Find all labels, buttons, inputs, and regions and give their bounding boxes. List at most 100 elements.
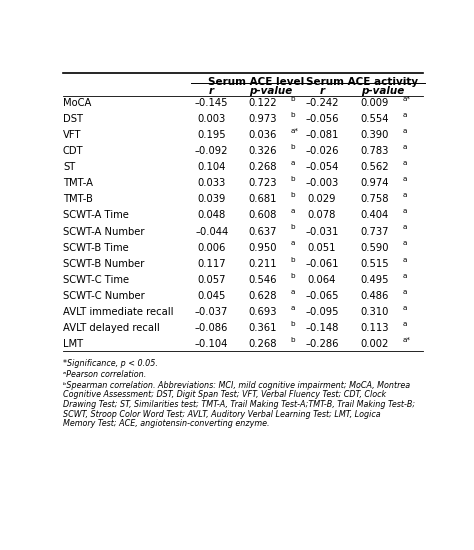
Text: a: a (291, 160, 295, 166)
Text: 0.974: 0.974 (360, 178, 389, 188)
Text: a: a (403, 305, 407, 311)
Text: 0.039: 0.039 (198, 194, 226, 204)
Text: 0.009: 0.009 (360, 98, 389, 108)
Text: 0.486: 0.486 (360, 291, 389, 301)
Text: a: a (403, 112, 407, 118)
Text: 0.268: 0.268 (248, 339, 277, 349)
Text: 0.681: 0.681 (248, 194, 277, 204)
Text: a: a (291, 289, 295, 295)
Text: a: a (403, 176, 407, 182)
Text: 0.122: 0.122 (248, 98, 277, 108)
Text: –0.037: –0.037 (195, 307, 228, 317)
Text: 0.045: 0.045 (198, 291, 226, 301)
Text: 0.057: 0.057 (198, 275, 226, 285)
Text: –0.145: –0.145 (195, 98, 228, 108)
Text: a: a (403, 273, 407, 279)
Text: –0.026: –0.026 (305, 146, 338, 156)
Text: 0.033: 0.033 (198, 178, 226, 188)
Text: a: a (403, 128, 407, 134)
Text: a*: a* (291, 128, 299, 134)
Text: a: a (403, 160, 407, 166)
Text: b: b (291, 192, 295, 198)
Text: 0.006: 0.006 (198, 243, 226, 252)
Text: SCWT-C Time: SCWT-C Time (63, 275, 129, 285)
Text: SCWT, Stroop Color Word Test; AVLT, Auditory Verbal Learning Test; LMT, Logica: SCWT, Stroop Color Word Test; AVLT, Audi… (63, 410, 381, 419)
Text: 0.554: 0.554 (360, 114, 389, 124)
Text: b: b (291, 144, 295, 150)
Text: 0.048: 0.048 (198, 211, 226, 221)
Text: 0.064: 0.064 (308, 275, 336, 285)
Text: 0.078: 0.078 (308, 211, 336, 221)
Text: 0.268: 0.268 (248, 162, 277, 172)
Text: 0.758: 0.758 (360, 194, 389, 204)
Text: 0.637: 0.637 (248, 227, 277, 236)
Text: LMT: LMT (63, 339, 83, 349)
Text: 0.404: 0.404 (360, 211, 389, 221)
Text: –0.054: –0.054 (305, 162, 338, 172)
Text: ST: ST (63, 162, 75, 172)
Text: a: a (403, 224, 407, 230)
Text: a: a (403, 208, 407, 214)
Text: –0.095: –0.095 (305, 307, 338, 317)
Text: SCWT-A Number: SCWT-A Number (63, 227, 145, 236)
Text: –0.086: –0.086 (195, 323, 228, 333)
Text: b: b (291, 176, 295, 182)
Text: 0.361: 0.361 (248, 323, 277, 333)
Text: 0.390: 0.390 (360, 130, 389, 140)
Text: b: b (291, 337, 295, 343)
Text: 0.495: 0.495 (360, 275, 389, 285)
Text: –0.003: –0.003 (305, 178, 338, 188)
Text: p-value: p-value (249, 86, 292, 96)
Text: 0.113: 0.113 (360, 323, 389, 333)
Text: 0.628: 0.628 (248, 291, 277, 301)
Text: 0.515: 0.515 (360, 258, 389, 269)
Text: b: b (291, 256, 295, 262)
Text: Memory Test; ACE, angiotensin-converting enzyme.: Memory Test; ACE, angiotensin-converting… (63, 420, 269, 428)
Text: 0.003: 0.003 (198, 114, 226, 124)
Text: 0.546: 0.546 (248, 275, 277, 285)
Text: –0.056: –0.056 (305, 114, 338, 124)
Text: a: a (291, 240, 295, 246)
Text: 0.562: 0.562 (360, 162, 389, 172)
Text: –0.286: –0.286 (305, 339, 338, 349)
Text: 0.117: 0.117 (197, 258, 226, 269)
Text: a: a (403, 321, 407, 327)
Text: a: a (291, 305, 295, 311)
Text: b: b (291, 112, 295, 118)
Text: 0.693: 0.693 (248, 307, 277, 317)
Text: b: b (291, 224, 295, 230)
Text: DST: DST (63, 114, 83, 124)
Text: AVLT delayed recall: AVLT delayed recall (63, 323, 160, 333)
Text: TMT-B: TMT-B (63, 194, 93, 204)
Text: –0.092: –0.092 (195, 146, 228, 156)
Text: Cognitive Assessment; DST, Digit Span Test; VFT, Verbal Fluency Test; CDT, Clock: Cognitive Assessment; DST, Digit Span Te… (63, 390, 386, 399)
Text: a: a (403, 256, 407, 262)
Text: a: a (403, 144, 407, 150)
Text: –0.061: –0.061 (305, 258, 338, 269)
Text: –0.044: –0.044 (195, 227, 228, 236)
Text: –0.104: –0.104 (195, 339, 228, 349)
Text: SCWT-B Time: SCWT-B Time (63, 243, 128, 252)
Text: 0.737: 0.737 (360, 227, 389, 236)
Text: CDT: CDT (63, 146, 83, 156)
Text: 0.310: 0.310 (360, 307, 389, 317)
Text: r: r (209, 86, 214, 96)
Text: SCWT-A Time: SCWT-A Time (63, 211, 129, 221)
Text: VFT: VFT (63, 130, 82, 140)
Text: a: a (403, 240, 407, 246)
Text: *Significance, p < 0.05.: *Significance, p < 0.05. (63, 359, 158, 367)
Text: p-value: p-value (361, 86, 404, 96)
Text: 0.950: 0.950 (248, 243, 277, 252)
Text: 0.723: 0.723 (248, 178, 277, 188)
Text: Drawing Test; ST, Similarities test; TMT-A, Trail Making Test-A;TMT-B, Trail Mak: Drawing Test; ST, Similarities test; TMT… (63, 400, 415, 409)
Text: TMT-A: TMT-A (63, 178, 93, 188)
Text: a: a (291, 208, 295, 214)
Text: b: b (291, 321, 295, 327)
Text: a: a (403, 192, 407, 198)
Text: 0.973: 0.973 (248, 114, 277, 124)
Text: 0.608: 0.608 (248, 211, 277, 221)
Text: a: a (403, 289, 407, 295)
Text: b: b (291, 96, 295, 102)
Text: r: r (319, 86, 325, 96)
Text: MoCA: MoCA (63, 98, 91, 108)
